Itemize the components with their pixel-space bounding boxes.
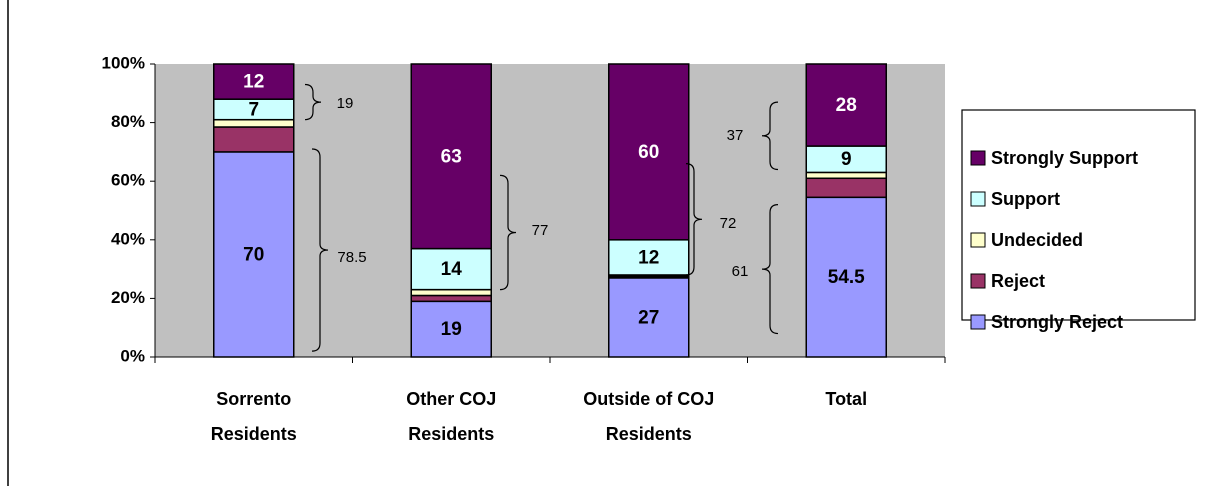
- annotation: 77: [532, 222, 549, 239]
- bar-segment: [805, 177, 887, 199]
- x-tick-label: Residents: [408, 424, 494, 444]
- bar-segment: [608, 63, 690, 241]
- legend-box: [961, 109, 1196, 321]
- legend-swatch: [970, 150, 986, 166]
- legend-swatch: [970, 273, 986, 289]
- data-label: 60: [638, 142, 659, 163]
- data-label: 63: [441, 146, 462, 167]
- x-tick-label: Other COJ: [406, 389, 496, 409]
- data-label: 14: [441, 259, 463, 280]
- legend-label: Support: [991, 189, 1060, 209]
- bracket: [304, 83, 322, 121]
- bar-segment: [410, 288, 492, 297]
- annotation: 78.5: [337, 249, 366, 266]
- bar-segment: [805, 63, 887, 147]
- bar-segment: [410, 294, 492, 303]
- x-tick-label: Total: [825, 389, 867, 409]
- y-tick-label: 80%: [111, 112, 145, 131]
- y-tick-label: 20%: [111, 288, 145, 307]
- bracket: [685, 163, 703, 276]
- bar-segment: [213, 126, 295, 153]
- y-tick-label: 40%: [111, 229, 145, 248]
- x-tick-label: Residents: [606, 424, 692, 444]
- data-label: 19: [441, 319, 462, 340]
- annotation: 19: [337, 95, 354, 112]
- x-tick-label: Residents: [211, 424, 297, 444]
- data-label: 28: [836, 95, 857, 116]
- annotation: 37: [727, 127, 744, 144]
- data-label: 27: [638, 307, 659, 328]
- bar-segment: [410, 247, 492, 291]
- bracket: [499, 174, 517, 291]
- annotation: 61: [732, 263, 749, 280]
- bar-segment: [805, 196, 887, 358]
- bracket: [761, 204, 779, 335]
- bracket: [761, 101, 779, 171]
- annotation: 72: [720, 215, 737, 232]
- legend-label: Undecided: [991, 230, 1083, 250]
- bar-segment: [805, 145, 887, 174]
- bracket: [311, 148, 329, 352]
- y-tick-label: 100%: [102, 53, 145, 72]
- data-label: 54.5: [828, 267, 865, 288]
- legend-label: Reject: [991, 271, 1045, 291]
- bar-segment: [410, 300, 492, 358]
- legend-swatch: [970, 314, 986, 330]
- legend-label: Strongly Support: [991, 148, 1138, 168]
- bar-segment: [410, 63, 492, 250]
- data-label: 12: [243, 72, 264, 93]
- data-label: 9: [841, 149, 852, 170]
- bar-segment: [213, 151, 295, 358]
- data-label: 12: [638, 247, 659, 268]
- bar-segment: [608, 277, 690, 358]
- bar-segment: [805, 171, 887, 180]
- data-label: 7: [248, 99, 259, 120]
- legend-swatch: [970, 191, 986, 207]
- legend-label: Strongly Reject: [991, 312, 1123, 332]
- x-tick-label: Sorrento: [216, 389, 291, 409]
- x-tick-label: Outside of COJ: [583, 389, 714, 409]
- bar-segment: [608, 239, 690, 276]
- bar-segment: [213, 63, 295, 100]
- y-tick-label: 60%: [111, 171, 145, 190]
- data-label: 70: [243, 244, 264, 265]
- legend-swatch: [970, 232, 986, 248]
- y-tick-label: 0%: [120, 346, 145, 365]
- bar-segment: [213, 118, 295, 128]
